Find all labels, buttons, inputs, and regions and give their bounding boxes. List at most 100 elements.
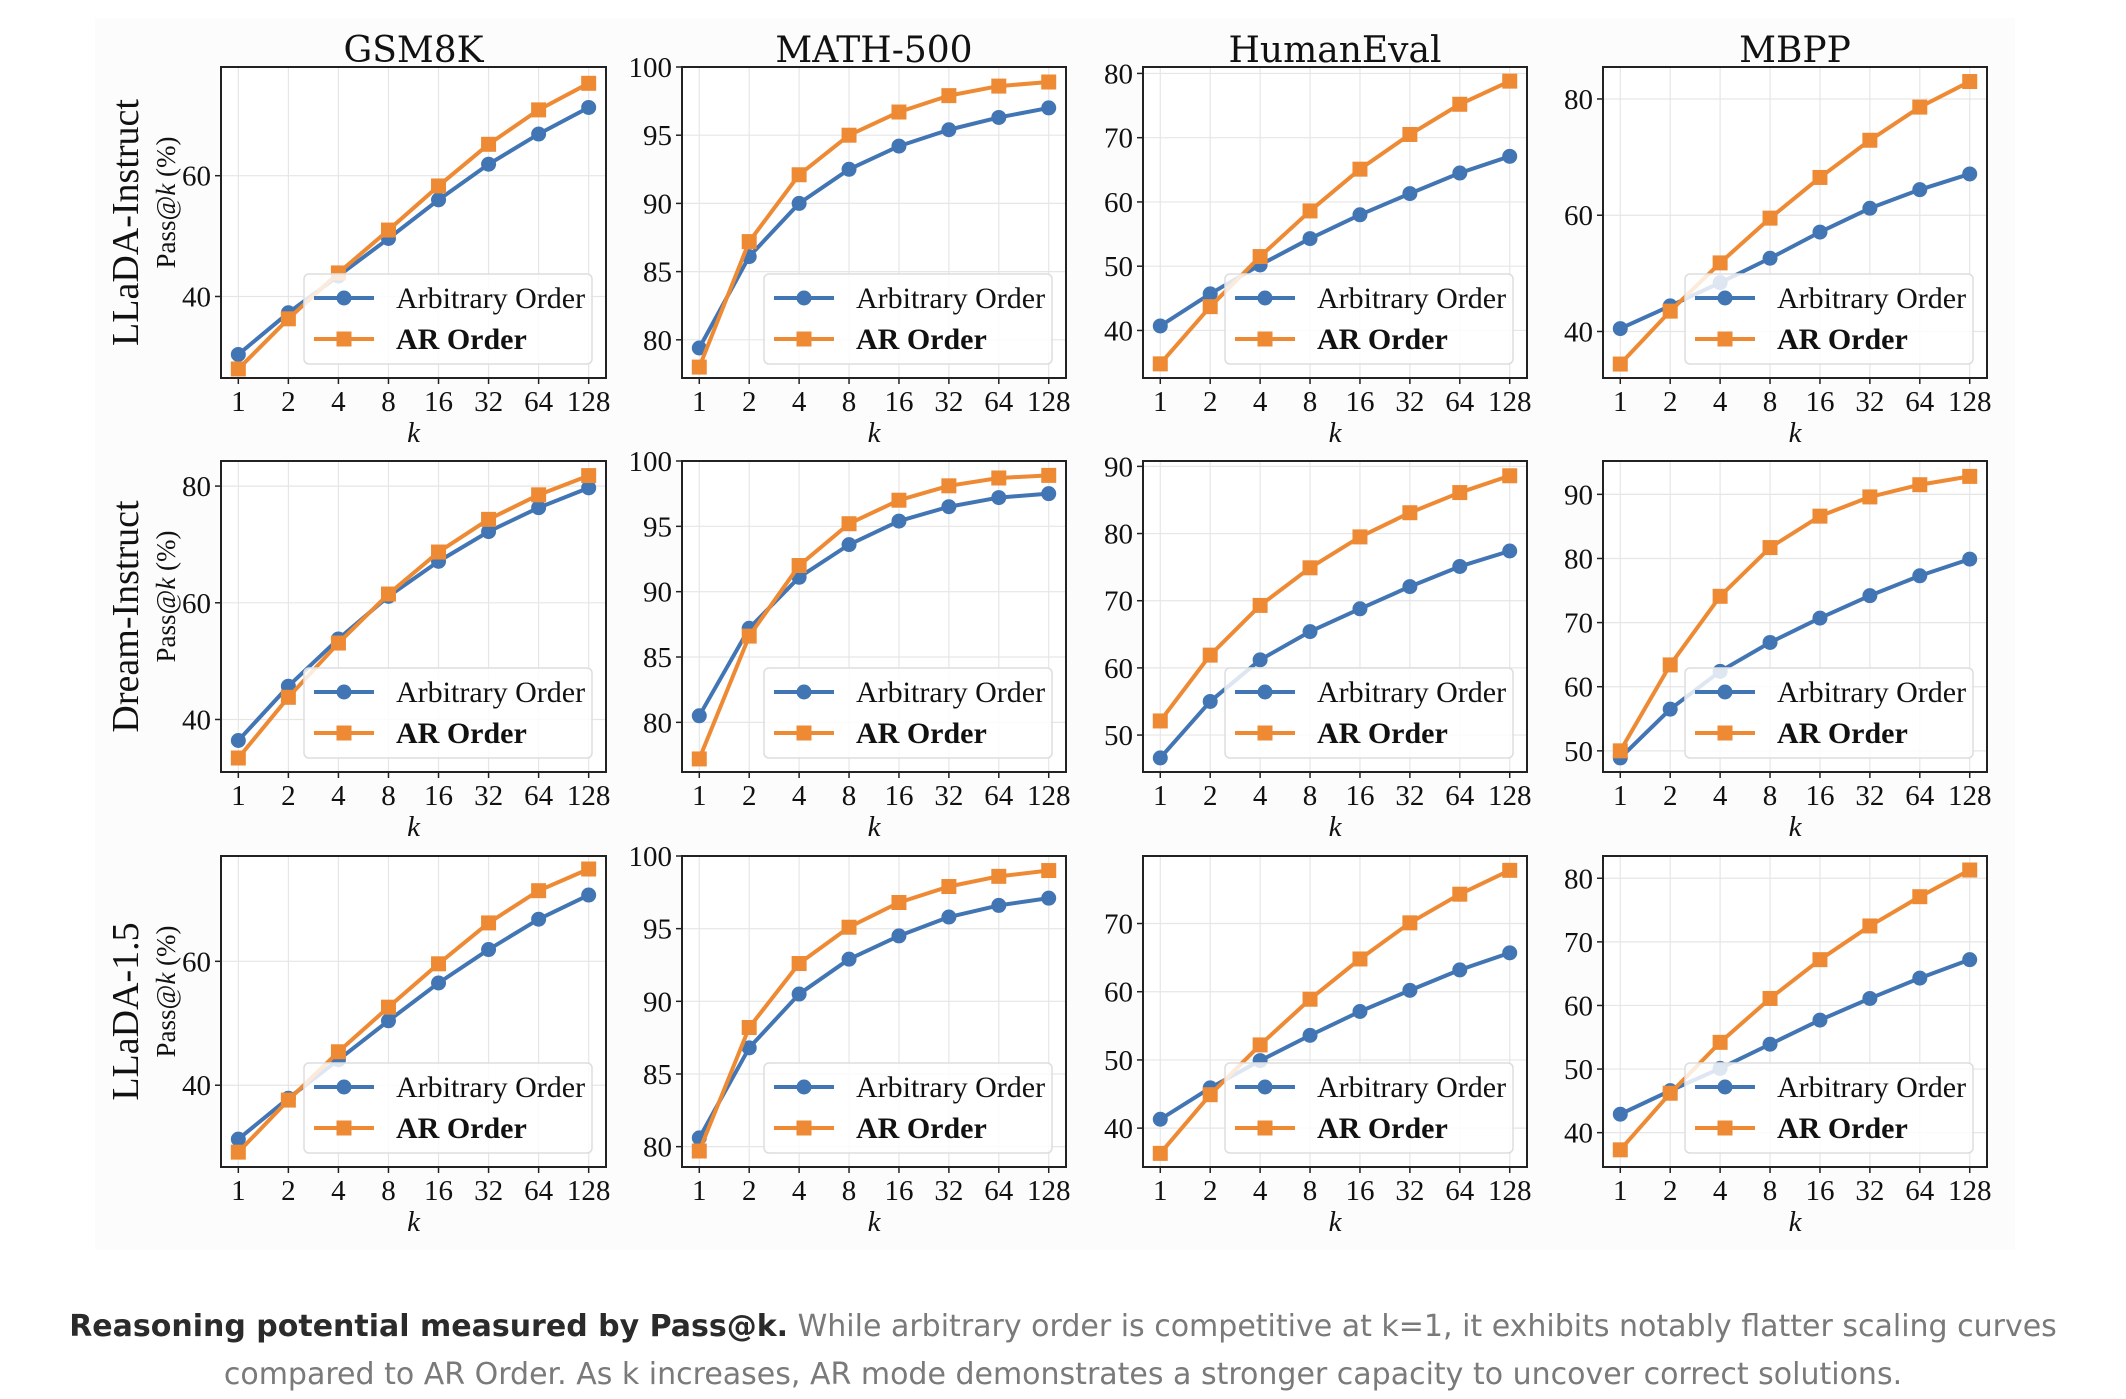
y-tick-label: 80 — [643, 1132, 672, 1164]
data-point-ar-order — [791, 956, 807, 972]
data-point-ar-order — [841, 516, 857, 532]
data-point-ar-order — [1962, 468, 1978, 484]
data-point-arbitrary-order — [991, 897, 1007, 913]
caption-line2: compared to AR Order. As k increases, AR… — [223, 1357, 1903, 1392]
x-tick-label: 2 — [1203, 780, 1218, 812]
y-tick-label: 50 — [1104, 720, 1133, 752]
legend-box — [1684, 667, 1974, 759]
legend-marker-square — [796, 1120, 812, 1136]
legend-marker-circle — [1717, 1079, 1733, 1095]
y-tick-label: 90 — [1104, 451, 1133, 483]
legend-label: Arbitrary Order — [856, 1071, 1045, 1104]
x-tick-label: 128 — [1027, 1175, 1071, 1207]
x-tick-label: 128 — [1948, 386, 1992, 418]
data-point-arbitrary-order — [230, 346, 246, 362]
x-tick-label: 32 — [1395, 1175, 1424, 1207]
x-tick-label: 16 — [1345, 780, 1374, 812]
subplot-dream-instruct-math-500: 1 2 4 8 16 32 64 128 k 80 85 90 95 100 Arbitrary Order… — [629, 446, 1071, 843]
data-point-ar-order — [1662, 1085, 1678, 1101]
x-tick-label: 8 — [1763, 780, 1778, 812]
plot-frame — [1142, 66, 1528, 379]
x-tick-label: 2 — [1203, 386, 1218, 418]
data-point-ar-order — [280, 1092, 296, 1108]
data-point-ar-order — [691, 1143, 707, 1159]
data-point-ar-order — [1812, 952, 1828, 968]
series-line-ar-order — [1618, 79, 1971, 366]
x-tick-label: 64 — [984, 780, 1014, 812]
data-point-ar-order — [1041, 74, 1057, 90]
y-tick-label: 95 — [643, 914, 672, 946]
x-axis-label: k — [1789, 811, 1803, 843]
plot-frame — [681, 460, 1067, 773]
data-point-arbitrary-order — [741, 1040, 757, 1056]
data-point-arbitrary-order — [380, 1013, 396, 1029]
data-point-ar-order — [891, 104, 907, 120]
x-tick-label: 4 — [1253, 780, 1268, 812]
plot-frame — [681, 66, 1067, 379]
x-tick-label: 16 — [884, 780, 913, 812]
data-point-arbitrary-order — [431, 192, 447, 208]
caption-bold: Reasoning potential measured by Pass@k. — [69, 1309, 789, 1344]
x-tick-label: 32 — [1855, 386, 1884, 418]
data-point-ar-order — [1041, 467, 1057, 483]
y-tick-label: 50 — [1564, 736, 1593, 768]
column-title: MBPP — [1739, 30, 1851, 71]
y-tick-label: 60 — [182, 588, 211, 620]
y-tick-label: 90 — [643, 986, 672, 1018]
data-point-arbitrary-order — [891, 138, 907, 154]
data-point-arbitrary-order — [841, 951, 857, 967]
data-point-ar-order — [1252, 249, 1268, 265]
y-tick-label: 100 — [629, 446, 673, 478]
data-point-arbitrary-order — [1812, 610, 1828, 626]
data-point-ar-order — [841, 127, 857, 143]
x-tick-label: 1 — [1153, 780, 1168, 812]
subplot-llada-instruct-mbpp: 1 2 4 8 16 32 64 128 k 40 60 80 Arbitrary Order AR Or… — [1564, 66, 1992, 449]
data-point-arbitrary-order — [1352, 207, 1368, 223]
data-point-ar-order — [1612, 356, 1628, 372]
subplot-dream-instruct-gsm8k: 1 2 4 8 16 32 64 128 k 40 60 80 Arbitrary Order AR Or… — [182, 460, 610, 843]
legend-label: Arbitrary Order — [1317, 676, 1506, 709]
y-tick-label: 60 — [1564, 200, 1593, 232]
subplot-llada-1-5-humaneval: 1 2 4 8 16 32 64 128 k 40 50 60 70 Arbitrary Order AR … — [1104, 855, 1531, 1238]
data-point-arbitrary-order — [691, 340, 707, 356]
legend-box — [303, 667, 593, 759]
legend-marker-square — [336, 331, 352, 347]
y-label-k: k — [151, 972, 181, 985]
x-tick-label: 8 — [1303, 386, 1318, 418]
data-point-arbitrary-order — [1612, 1106, 1628, 1122]
x-tick-label: 64 — [1445, 1175, 1475, 1207]
x-tick-label: 8 — [842, 780, 857, 812]
series-line-ar-order — [1618, 868, 1971, 1152]
data-point-ar-order — [230, 750, 246, 766]
x-tick-label: 64 — [984, 1175, 1014, 1207]
x-tick-label: 4 — [792, 386, 807, 418]
data-point-ar-order — [1762, 210, 1778, 226]
data-point-arbitrary-order — [1352, 1004, 1368, 1019]
legend-label: AR Order — [1777, 323, 1908, 356]
series-line-arbitrary-order — [697, 491, 1049, 717]
data-point-ar-order — [280, 689, 296, 705]
y-tick-label: 80 — [1564, 84, 1593, 116]
subplot-llada-1-5-math-500: 1 2 4 8 16 32 64 128 k 80 85 90 95 100 Arbitrary Order… — [629, 841, 1071, 1238]
data-point-ar-order — [1502, 73, 1518, 89]
legend-box — [1224, 667, 1514, 759]
data-point-ar-order — [941, 88, 957, 104]
data-point-ar-order — [1402, 505, 1418, 521]
series-line-arbitrary-order — [1159, 154, 1511, 328]
legend-marker-square — [796, 331, 812, 347]
x-axis-label: k — [1789, 417, 1803, 449]
x-tick-label: 1 — [231, 386, 246, 418]
y-tick-label: 60 — [1564, 990, 1593, 1022]
y-tick-label: 80 — [643, 707, 672, 739]
row-label: LLaDA-Instruct — [105, 99, 147, 346]
y-tick-label: 90 — [643, 188, 672, 220]
y-tick-label: 95 — [643, 120, 672, 152]
legend-box — [1224, 273, 1514, 365]
x-tick-label: 8 — [381, 780, 396, 812]
legend-marker-square — [796, 725, 812, 741]
series-line-ar-order — [697, 473, 1049, 760]
series-line-ar-order — [1158, 473, 1511, 723]
data-point-arbitrary-order — [1612, 321, 1628, 337]
x-tick-label: 8 — [842, 1175, 857, 1207]
